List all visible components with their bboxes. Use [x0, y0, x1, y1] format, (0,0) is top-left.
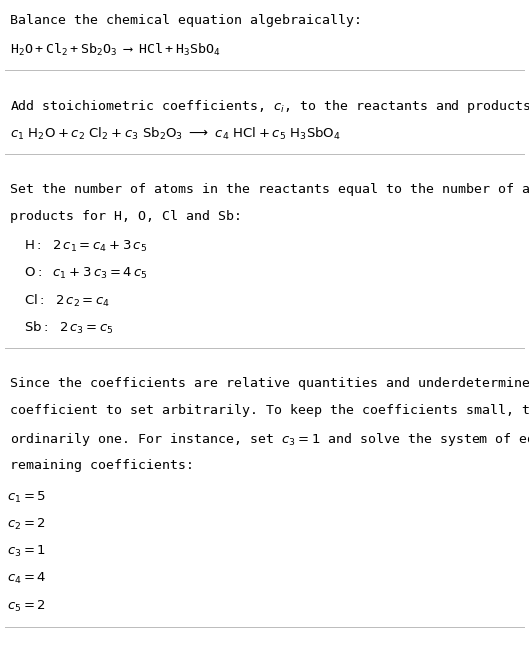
Text: coefficient to set arbitrarily. To keep the coefficients small, the arbitrary va: coefficient to set arbitrarily. To keep …	[10, 404, 529, 417]
Text: $c_1 = 5$: $c_1 = 5$	[7, 490, 47, 505]
Text: $c_3 = 1$: $c_3 = 1$	[7, 544, 46, 559]
Text: Set the number of atoms in the reactants equal to the number of atoms in the: Set the number of atoms in the reactants…	[10, 182, 529, 195]
Text: remaining coefficients:: remaining coefficients:	[10, 459, 194, 472]
Text: products for H, O, Cl and Sb:: products for H, O, Cl and Sb:	[10, 210, 242, 223]
Text: Add stoichiometric coefficients, $c_i$, to the reactants and products:: Add stoichiometric coefficients, $c_i$, …	[10, 98, 529, 115]
Text: $\mathtt{H_2O + Cl_2 + Sb_2O_3\ {\longrightarrow}\ HCl + H_3SbO_4}$: $\mathtt{H_2O + Cl_2 + Sb_2O_3\ {\longri…	[10, 41, 220, 58]
Text: Balance the chemical equation algebraically:: Balance the chemical equation algebraica…	[10, 14, 361, 27]
Text: ordinarily one. For instance, set $c_3 = 1$ and solve the system of equations fo: ordinarily one. For instance, set $c_3 =…	[10, 432, 529, 448]
Text: $\mathrm{Sb:}\ \ 2\,c_3 = c_5$: $\mathrm{Sb:}\ \ 2\,c_3 = c_5$	[24, 320, 114, 336]
Text: $c_4 = 4$: $c_4 = 4$	[7, 571, 47, 586]
Text: $c_1\ \mathrm{H_2O} + c_2\ \mathrm{Cl_2} + c_3\ \mathrm{Sb_2O_3}\ {\longrightarr: $c_1\ \mathrm{H_2O} + c_2\ \mathrm{Cl_2}…	[10, 126, 340, 142]
Text: $\mathrm{O:}\ \ c_1 + 3\,c_3 = 4\,c_5$: $\mathrm{O:}\ \ c_1 + 3\,c_3 = 4\,c_5$	[24, 266, 148, 281]
Text: $c_2 = 2$: $c_2 = 2$	[7, 517, 46, 532]
Text: Since the coefficients are relative quantities and underdetermined, choose a: Since the coefficients are relative quan…	[10, 377, 529, 390]
Text: $\mathrm{H:}\ \ 2\,c_1 = c_4 + 3\,c_5$: $\mathrm{H:}\ \ 2\,c_1 = c_4 + 3\,c_5$	[24, 239, 147, 254]
Text: $\mathrm{Cl:}\ \ 2\,c_2 = c_4$: $\mathrm{Cl:}\ \ 2\,c_2 = c_4$	[24, 293, 110, 309]
Text: $c_5 = 2$: $c_5 = 2$	[7, 598, 46, 613]
